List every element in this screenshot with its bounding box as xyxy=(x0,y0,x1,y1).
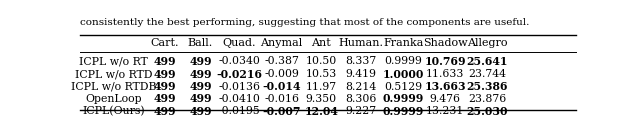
Text: 10.769: 10.769 xyxy=(424,56,466,67)
Text: 8.337: 8.337 xyxy=(346,56,376,66)
Text: 23.744: 23.744 xyxy=(468,69,506,79)
Text: consistently the best performing, suggesting that most of the components are use: consistently the best performing, sugges… xyxy=(80,18,529,27)
Text: OpenLoop: OpenLoop xyxy=(85,94,142,104)
Text: 25.641: 25.641 xyxy=(467,56,508,67)
Text: Allegro: Allegro xyxy=(467,38,508,49)
Text: -0.014: -0.014 xyxy=(262,81,301,92)
Text: -0.007: -0.007 xyxy=(262,106,301,117)
Text: 499: 499 xyxy=(154,68,176,79)
Text: 25.030: 25.030 xyxy=(467,106,508,117)
Text: 10.53: 10.53 xyxy=(306,69,337,79)
Text: 13.231: 13.231 xyxy=(426,106,465,116)
Text: ICPL w/o RTD: ICPL w/o RTD xyxy=(75,69,152,79)
Text: 499: 499 xyxy=(189,106,212,117)
Text: -0.387: -0.387 xyxy=(264,56,299,66)
Text: 499: 499 xyxy=(154,81,176,92)
Text: Franka: Franka xyxy=(383,38,423,49)
Text: 8.306: 8.306 xyxy=(346,94,377,104)
Text: -0.0410: -0.0410 xyxy=(218,94,260,104)
Text: 12.04: 12.04 xyxy=(305,106,339,117)
Text: 0.9999: 0.9999 xyxy=(383,93,424,104)
Text: -0.016: -0.016 xyxy=(264,94,299,104)
Text: Quad.: Quad. xyxy=(223,38,256,49)
Text: 9.227: 9.227 xyxy=(346,106,376,116)
Text: 0.9999: 0.9999 xyxy=(384,56,422,66)
Text: Human.: Human. xyxy=(339,38,383,49)
Text: Shadow: Shadow xyxy=(423,38,468,49)
Text: Anymal: Anymal xyxy=(260,38,303,49)
Text: 11.633: 11.633 xyxy=(426,69,465,79)
Text: 8.214: 8.214 xyxy=(346,82,376,92)
Text: Ball.: Ball. xyxy=(188,38,213,49)
Text: 499: 499 xyxy=(189,56,212,67)
Text: 0.9999: 0.9999 xyxy=(383,106,424,117)
Text: 9.350: 9.350 xyxy=(306,94,337,104)
Text: 499: 499 xyxy=(154,56,176,67)
Text: 499: 499 xyxy=(189,93,212,104)
Text: 9.476: 9.476 xyxy=(430,94,461,104)
Text: 13.663: 13.663 xyxy=(424,81,466,92)
Text: -0.0216: -0.0216 xyxy=(216,68,262,79)
Text: 1.0000: 1.0000 xyxy=(383,68,424,79)
Text: Cart.: Cart. xyxy=(150,38,179,49)
Text: 11.97: 11.97 xyxy=(306,82,337,92)
Text: 499: 499 xyxy=(189,81,212,92)
Text: Ant: Ant xyxy=(312,38,331,49)
Text: ICPL w/o RTDB: ICPL w/o RTDB xyxy=(71,82,156,92)
Text: 499: 499 xyxy=(154,106,176,117)
Text: 9.419: 9.419 xyxy=(346,69,376,79)
Text: -0.009: -0.009 xyxy=(264,69,299,79)
Text: 0.5129: 0.5129 xyxy=(384,82,422,92)
Text: ICPL(Ours): ICPL(Ours) xyxy=(82,106,145,117)
Text: -0.0340: -0.0340 xyxy=(218,56,260,66)
Text: 10.50: 10.50 xyxy=(306,56,337,66)
Text: 499: 499 xyxy=(154,93,176,104)
Text: 23.876: 23.876 xyxy=(468,94,507,104)
Text: -0.0195: -0.0195 xyxy=(219,106,260,116)
Text: 499: 499 xyxy=(189,68,212,79)
Text: -0.0136: -0.0136 xyxy=(218,82,260,92)
Text: ICPL w/o RT: ICPL w/o RT xyxy=(79,56,148,66)
Text: 25.386: 25.386 xyxy=(467,81,508,92)
